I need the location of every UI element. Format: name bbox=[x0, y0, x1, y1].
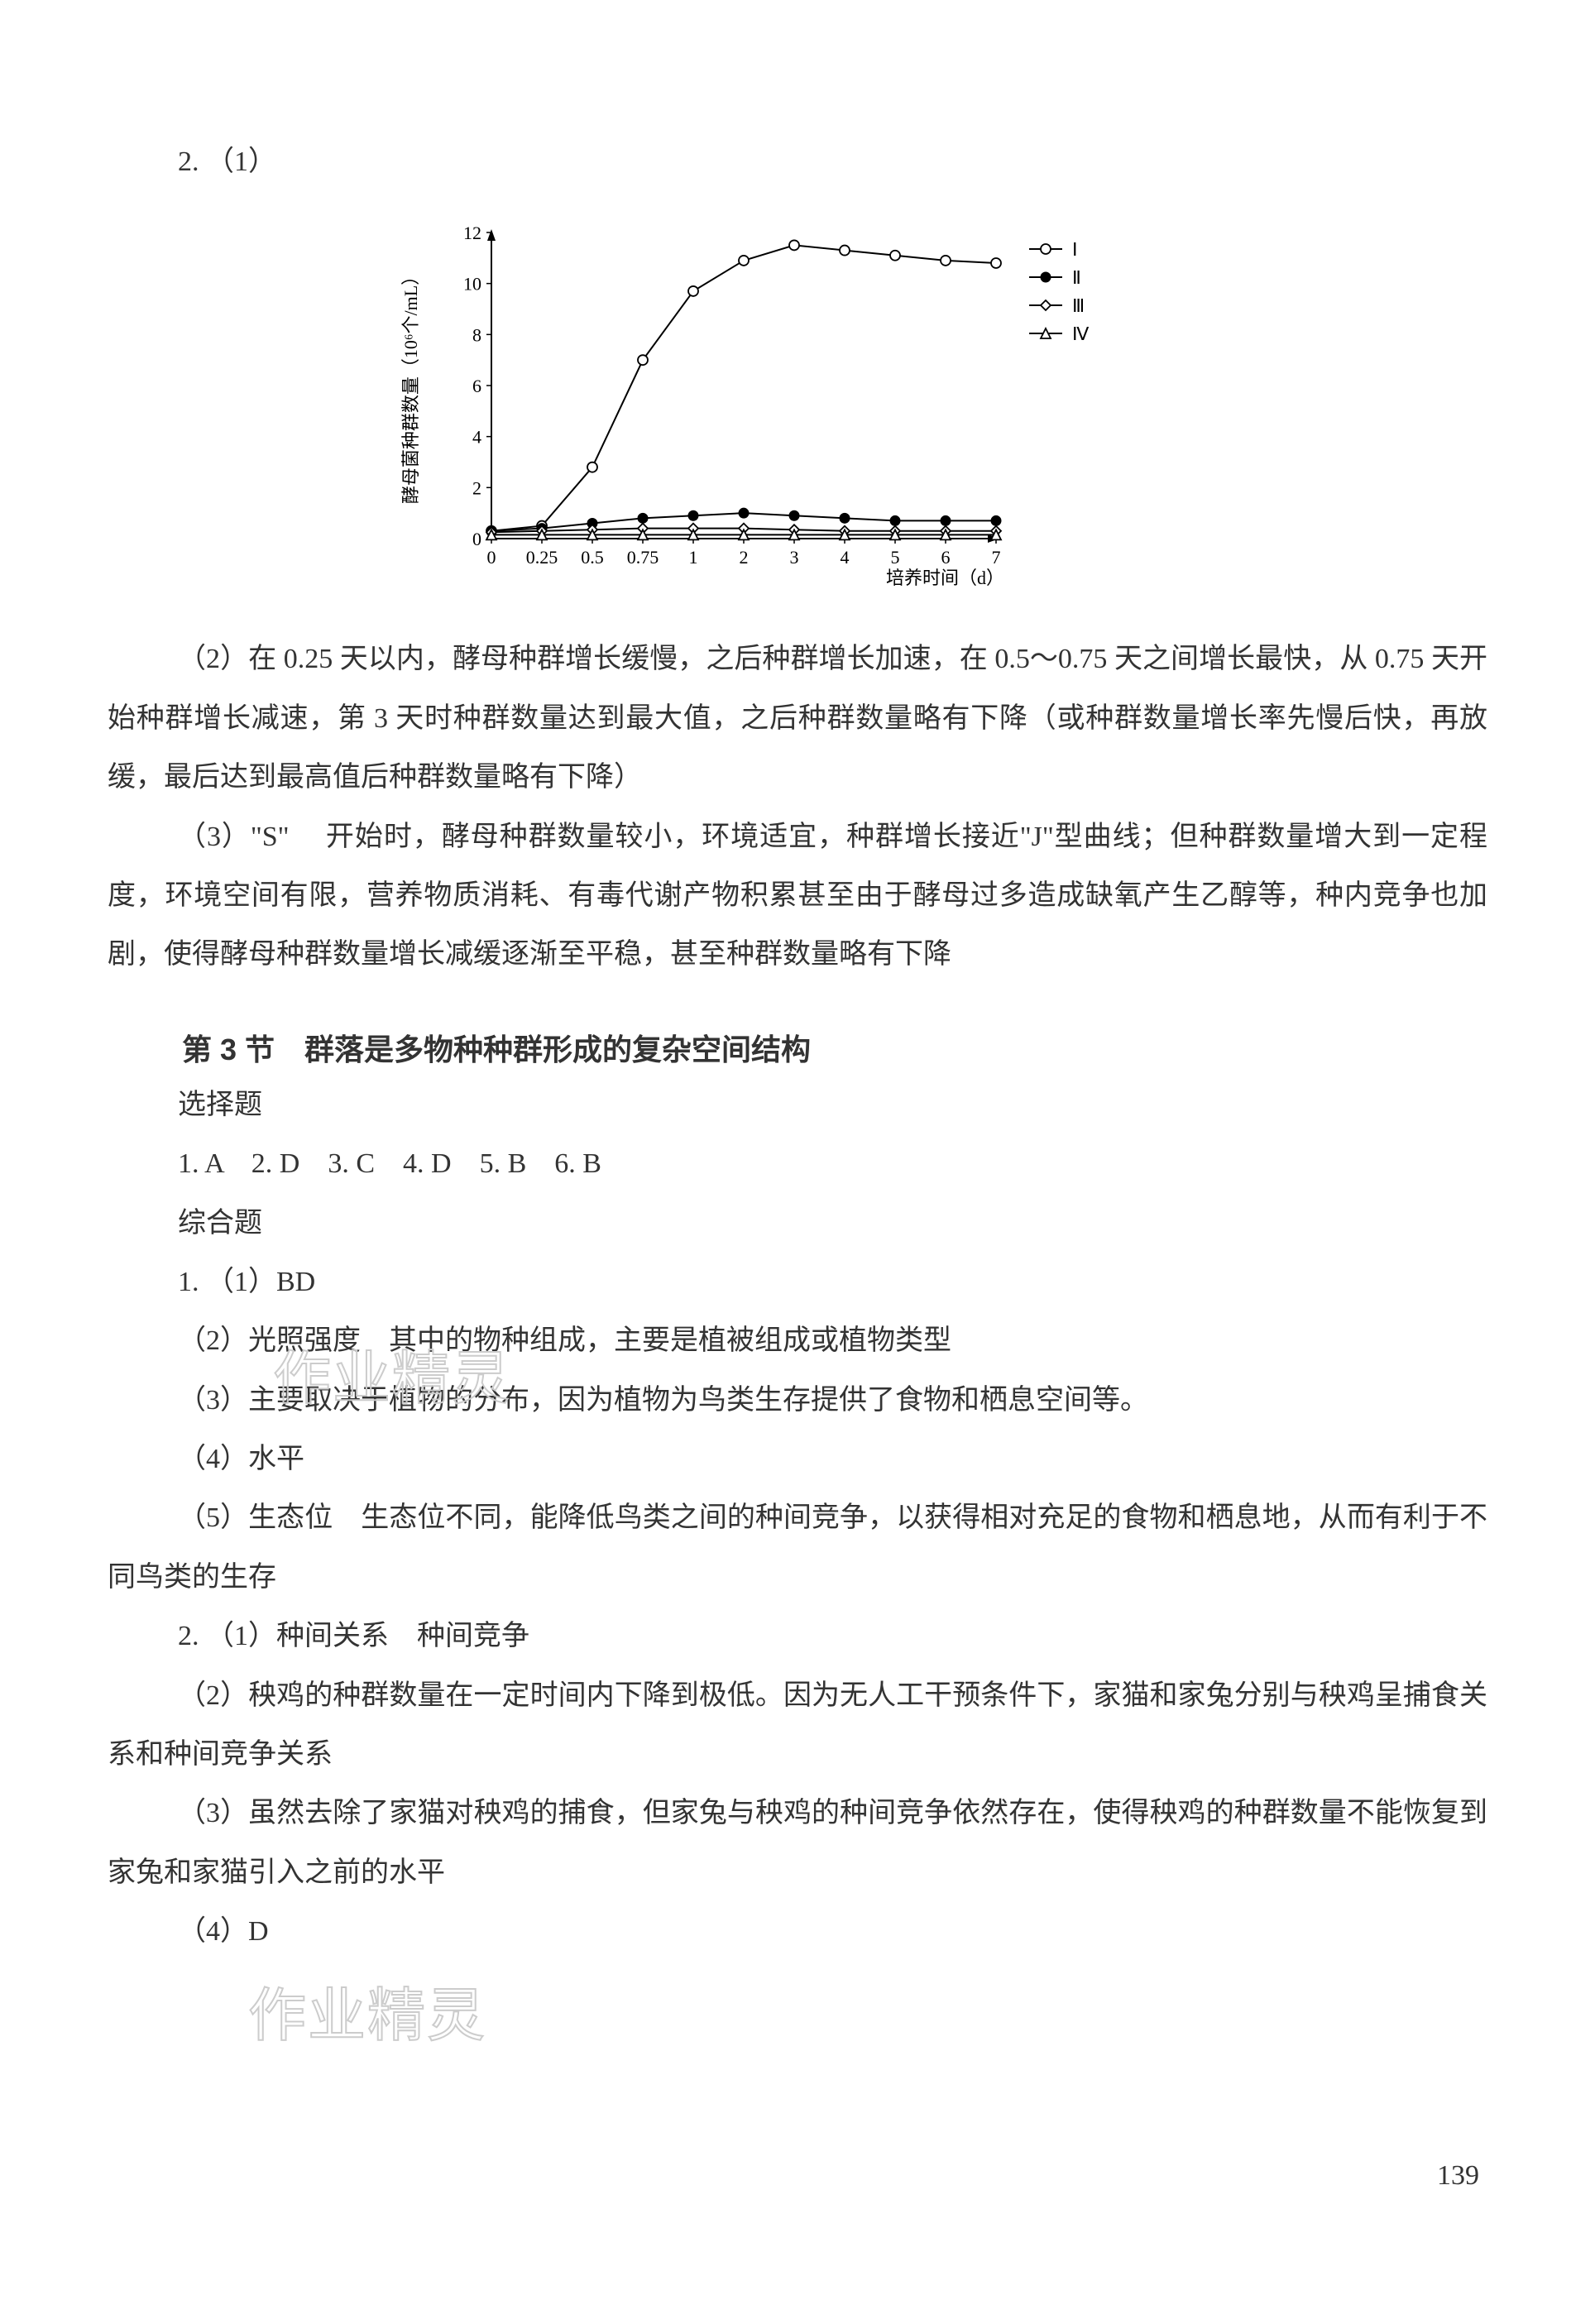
c2-3: （3）虽然去除了家猫对秧鸡的捕食，但家兔与秧鸡的种间竞争依然存在，使得秧鸡的种群… bbox=[108, 1784, 1487, 1902]
c2-4: （4）D bbox=[108, 1902, 1487, 1961]
svg-text:0.25: 0.25 bbox=[526, 547, 558, 568]
svg-text:酵母菌种群数量（10⁶个/mL）: 酵母菌种群数量（10⁶个/mL） bbox=[400, 267, 421, 504]
svg-text:3: 3 bbox=[790, 547, 799, 568]
svg-text:4: 4 bbox=[472, 427, 481, 448]
svg-text:7: 7 bbox=[992, 547, 1001, 568]
svg-text:Ⅱ: Ⅱ bbox=[1072, 267, 1081, 288]
svg-text:0: 0 bbox=[472, 529, 481, 549]
svg-text:1: 1 bbox=[689, 547, 698, 568]
q2-2: （2）在 0.25 天以内，酵母种群增长缓慢，之后种群增长加速，在 0.5～0.… bbox=[108, 630, 1487, 807]
c2-1: 2. （1）种间关系 种间竞争 bbox=[108, 1607, 1487, 1665]
svg-text:8: 8 bbox=[472, 325, 481, 346]
yeast-chart: 02468101200.250.50.751234567酵母菌种群数量（10⁶个… bbox=[384, 216, 1211, 605]
c1-3: （3）主要取决于植物的分布，因为植物为鸟类生存提供了食物和栖息空间等。 bbox=[108, 1371, 1487, 1430]
section-3-title: 第 3 节 群落是多物种种群形成的复杂空间结构 bbox=[108, 1026, 1487, 1069]
q2-prefix: 2. （1） bbox=[108, 132, 1487, 191]
svg-text:4: 4 bbox=[841, 547, 850, 568]
svg-text:6: 6 bbox=[472, 376, 481, 396]
svg-text:Ⅰ: Ⅰ bbox=[1072, 239, 1078, 260]
svg-text:0.75: 0.75 bbox=[627, 547, 659, 568]
choice-label: 选择题 bbox=[108, 1076, 1487, 1134]
svg-text:Ⅲ: Ⅲ bbox=[1072, 295, 1085, 316]
svg-text:10: 10 bbox=[463, 274, 481, 295]
svg-text:0.5: 0.5 bbox=[581, 547, 604, 568]
q2-3: （3）"S" 开始时，酵母种群数量较小，环境适宜，种群增长接近"J"型曲线；但种… bbox=[108, 807, 1487, 985]
page-content: 2. （1） 02468101200.250.50.751234567酵母菌种群… bbox=[0, 0, 1595, 2241]
comprehensive-label: 综合题 bbox=[108, 1194, 1487, 1253]
c1-2: （2）光照强度 其中的物种组成，主要是植被组成或植物类型 bbox=[108, 1311, 1487, 1370]
svg-text:2: 2 bbox=[472, 478, 481, 499]
c1-5: （5）生态位 生态位不同，能降低鸟类之间的种间竞争，以获得相对充足的食物和栖息地… bbox=[108, 1488, 1487, 1607]
chart-container: 02468101200.250.50.751234567酵母菌种群数量（10⁶个… bbox=[108, 216, 1487, 605]
svg-text:5: 5 bbox=[891, 547, 900, 568]
svg-text:2: 2 bbox=[740, 547, 749, 568]
c2-2: （2）秧鸡的种群数量在一定时间内下降到极低。因为无人工干预条件下，家猫和家兔分别… bbox=[108, 1666, 1487, 1785]
c1-1: 1. （1）BD bbox=[108, 1253, 1487, 1311]
c1-4: （4）水平 bbox=[108, 1430, 1487, 1488]
svg-text:0: 0 bbox=[487, 547, 496, 568]
svg-text:培养时间（d）: 培养时间（d） bbox=[886, 568, 1004, 588]
svg-text:Ⅳ: Ⅳ bbox=[1072, 323, 1090, 344]
page-number: 139 bbox=[108, 2160, 1487, 2192]
choice-answers: 1. A 2. D 3. C 4. D 5. B 6. B bbox=[108, 1134, 1487, 1193]
svg-text:12: 12 bbox=[463, 223, 481, 243]
svg-text:6: 6 bbox=[941, 547, 951, 568]
